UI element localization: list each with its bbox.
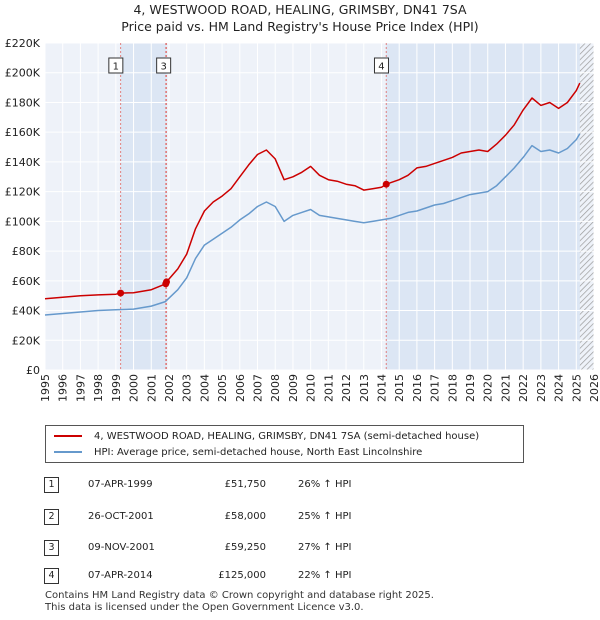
sale-date: 26-OCT-2001 xyxy=(88,511,154,522)
x-tick-label: 2024 xyxy=(553,374,566,402)
footer-licence: This data is licensed under the Open Gov… xyxy=(45,602,364,613)
sale-hpi-change: 22% ↑ HPI xyxy=(298,570,352,581)
y-tick-label: £0 xyxy=(26,364,40,377)
sale-date: 09-NOV-2001 xyxy=(88,542,155,553)
legend-price-line-swatch xyxy=(54,435,82,437)
shaded-range xyxy=(120,43,167,370)
y-tick-label: £100K xyxy=(5,215,41,228)
forecast-hatch xyxy=(579,43,594,370)
sale-row: 2 26-OCT-2001 £58,000 25% ↑ HPI xyxy=(0,507,600,527)
y-tick-label: £20K xyxy=(12,334,41,347)
sale-number-badge: 4 xyxy=(44,568,59,584)
sale-marker-label: 1 xyxy=(108,57,124,74)
sale-price: £59,250 xyxy=(224,542,266,553)
x-tick-label: 2025 xyxy=(570,374,583,402)
sale-marker-box xyxy=(373,57,389,74)
x-tick-label: 2013 xyxy=(358,374,371,402)
sale-date: 07-APR-1999 xyxy=(88,479,153,490)
x-tick-label: 2016 xyxy=(411,374,424,402)
sale-price: £125,000 xyxy=(218,570,266,581)
sale-row: 3 09-NOV-2001 £59,250 27% ↑ HPI xyxy=(0,538,600,558)
legend-item-price: 4, WESTWOOD ROAD, HEALING, GRIMSBY, DN41… xyxy=(54,429,479,443)
sale-point xyxy=(117,289,125,297)
sale-marker-label: 4 xyxy=(373,57,389,74)
x-tick-label: 2009 xyxy=(287,374,300,402)
legend-price-label: 4, WESTWOOD ROAD, HEALING, GRIMSBY, DN41… xyxy=(94,430,480,442)
x-tick-label: 2015 xyxy=(393,374,406,402)
legend-hpi-line-swatch xyxy=(54,451,82,453)
price-chart: 1 3 4 £0 £20K £40K £60K £80K £100K £120K £140K £160… xyxy=(5,37,600,402)
legend-hpi-label: HPI: Average price, semi-detached house,… xyxy=(94,446,423,458)
legend-item-hpi: HPI: Average price, semi-detached house,… xyxy=(54,445,422,459)
sale-point xyxy=(382,180,390,188)
y-tick-label: £160K xyxy=(5,126,41,139)
x-tick-label: 2003 xyxy=(181,374,194,402)
x-tick-label: 2007 xyxy=(252,374,265,402)
x-tick-label: 2001 xyxy=(145,374,158,402)
x-tick-label: 2011 xyxy=(322,374,335,402)
price-paid-line xyxy=(44,82,581,300)
sale-number-badge: 2 xyxy=(44,509,59,525)
x-tick-label: 2019 xyxy=(464,374,477,402)
chart-title-line1: 4, WESTWOOD ROAD, HEALING, GRIMSBY, DN41… xyxy=(133,2,467,17)
y-tick-label: £80K xyxy=(12,245,41,258)
x-tick-label: 2010 xyxy=(305,374,318,402)
chart-legend: 4, WESTWOOD ROAD, HEALING, GRIMSBY, DN41… xyxy=(45,425,524,463)
sale-marker-box xyxy=(108,57,124,74)
footer-copyright: Contains HM Land Registry data © Crown c… xyxy=(45,590,434,601)
x-tick-label: 2020 xyxy=(482,374,495,402)
x-tick-label: 2002 xyxy=(163,374,176,402)
x-tick-label: 2014 xyxy=(375,374,388,402)
y-tick-label: £140K xyxy=(5,156,41,169)
x-tick-label: 2021 xyxy=(499,374,512,402)
y-tick-label: £220K xyxy=(5,37,41,50)
x-tick-label: 1997 xyxy=(74,374,87,402)
hpi-line xyxy=(44,133,581,316)
x-tick-label: 2012 xyxy=(340,374,353,402)
y-tick-label: £60K xyxy=(12,275,41,288)
x-tick-label: 2004 xyxy=(198,374,211,402)
sale-number-badge: 1 xyxy=(44,477,59,493)
x-tick-label: 2018 xyxy=(446,374,459,402)
x-tick-label: 2008 xyxy=(269,374,282,402)
x-tick-label: 2005 xyxy=(216,374,229,402)
x-tick-label: 2023 xyxy=(535,374,548,402)
sale-hpi-change: 26% ↑ HPI xyxy=(298,479,352,490)
sale-marker-number: 4 xyxy=(378,62,384,73)
x-tick-label: 1996 xyxy=(57,374,70,402)
sale-number-badge: 3 xyxy=(44,540,59,556)
sale-point xyxy=(162,278,170,286)
sale-price: £51,750 xyxy=(224,479,266,490)
sale-row: 4 07-APR-2014 £125,000 22% ↑ HPI xyxy=(0,566,600,586)
x-tick-label: 2026 xyxy=(588,374,600,402)
sale-hpi-change: 25% ↑ HPI xyxy=(298,511,352,522)
y-tick-label: £40K xyxy=(12,305,41,318)
y-tick-label: £200K xyxy=(5,67,41,80)
sale-marker-number: 1 xyxy=(113,62,119,73)
y-tick-label: £120K xyxy=(5,186,41,199)
x-tick-label: 2000 xyxy=(128,374,141,402)
sale-price: £58,000 xyxy=(224,511,266,522)
x-tick-label: 1995 xyxy=(39,374,52,402)
sale-row: 1 07-APR-1999 £51,750 26% ↑ HPI xyxy=(0,475,600,495)
x-tick-label: 2022 xyxy=(517,374,530,402)
sale-marker-box xyxy=(156,57,172,74)
chart-title-line2: Price paid vs. HM Land Registry's House … xyxy=(121,19,479,34)
y-tick-label: £180K xyxy=(5,96,41,109)
sale-marker-label: 3 xyxy=(156,57,172,74)
sale-date: 07-APR-2014 xyxy=(88,570,153,581)
sale-marker-number: 3 xyxy=(160,62,166,73)
sale-hpi-change: 27% ↑ HPI xyxy=(298,542,352,553)
x-tick-label: 2017 xyxy=(429,374,442,402)
shaded-range xyxy=(386,43,580,370)
x-tick-label: 1999 xyxy=(110,374,123,402)
x-tick-label: 1998 xyxy=(92,374,105,402)
x-tick-label: 2006 xyxy=(234,374,247,402)
